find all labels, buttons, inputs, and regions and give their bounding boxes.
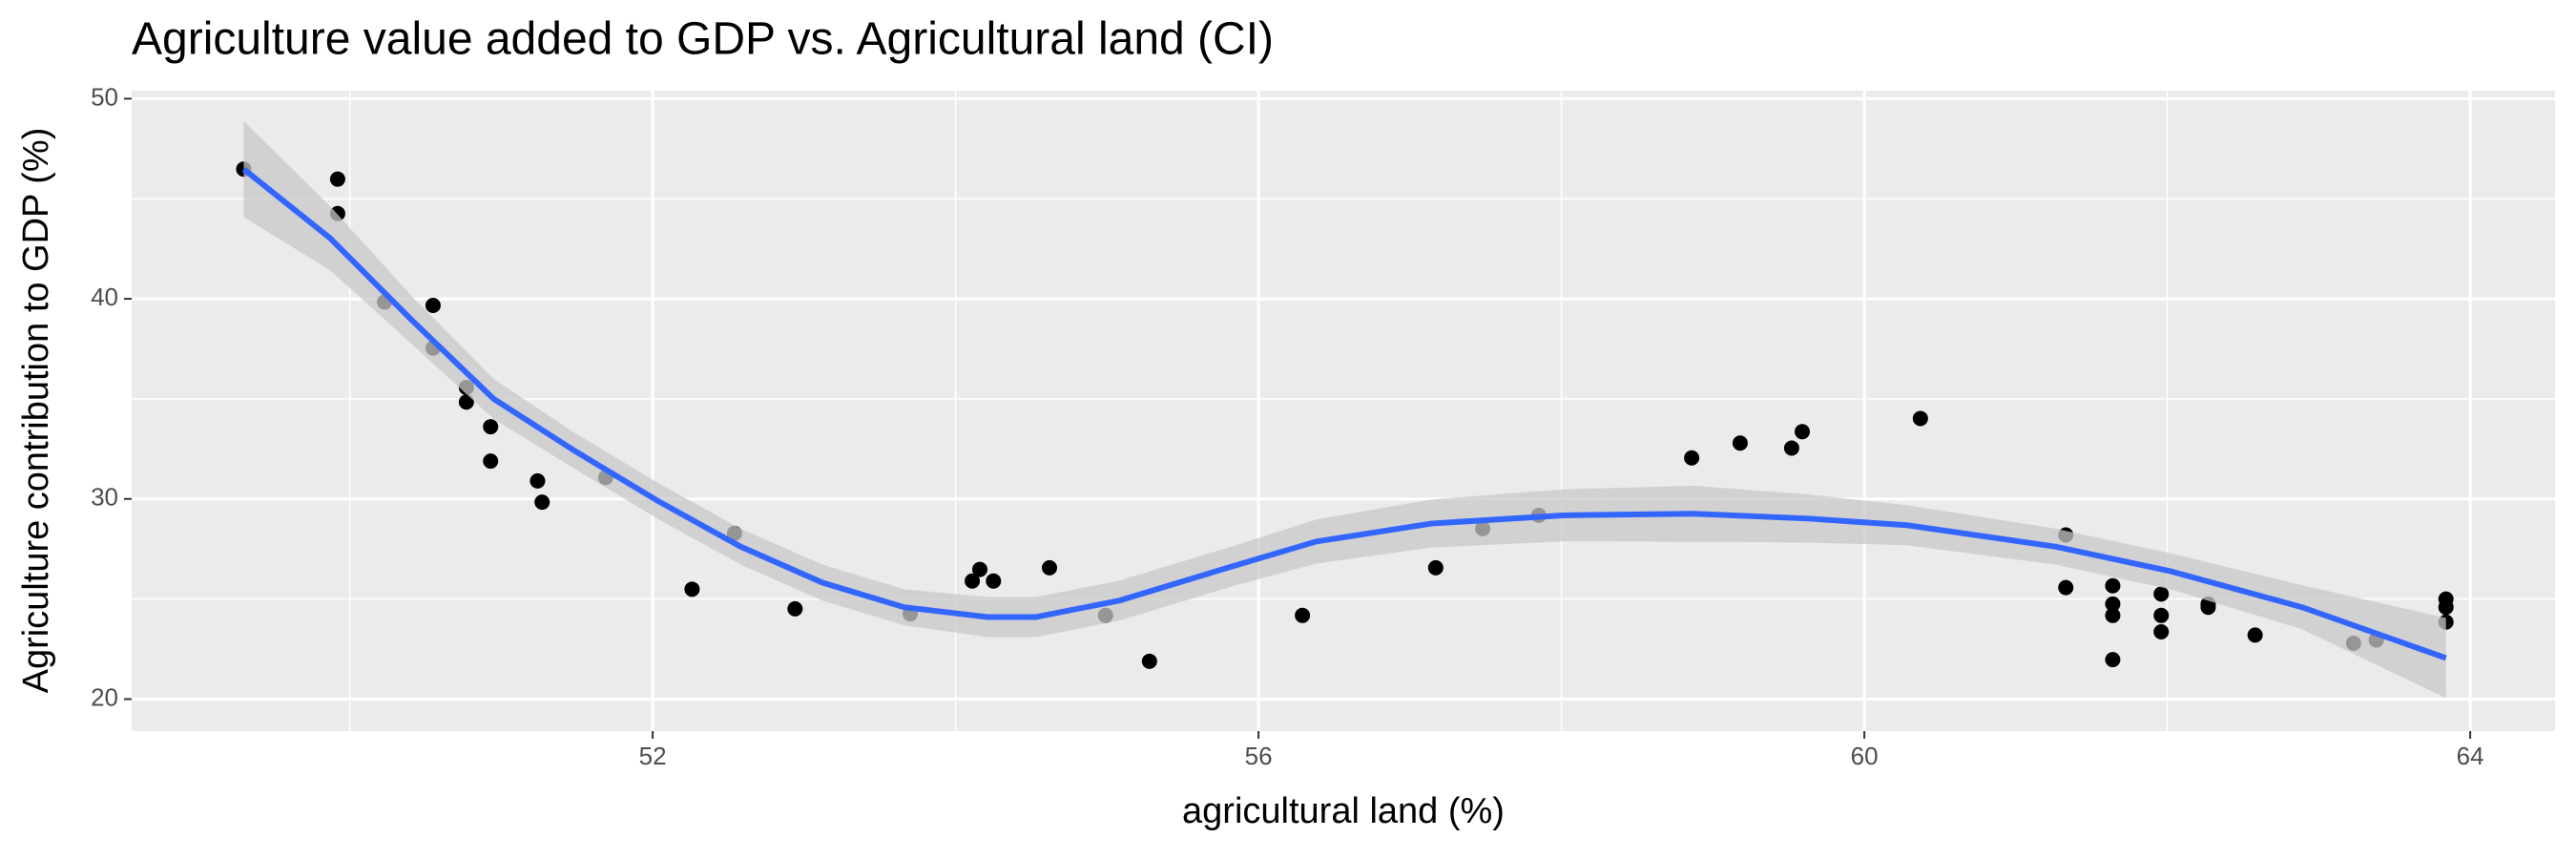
point	[1042, 559, 1058, 576]
point	[2105, 577, 2121, 594]
chart-title: Agriculture value added to GDP vs. Agric…	[132, 14, 1274, 65]
point	[787, 600, 803, 617]
point	[1732, 435, 1748, 451]
point	[1684, 450, 1700, 466]
point	[2153, 623, 2170, 639]
point	[530, 472, 546, 489]
point	[1141, 653, 1157, 669]
x-tick-label: 52	[639, 742, 667, 770]
x-tick-label: 60	[1851, 742, 1879, 770]
point	[1427, 559, 1444, 576]
point	[2105, 607, 2121, 623]
point	[2153, 586, 2170, 602]
point	[684, 581, 700, 597]
point	[2200, 599, 2216, 616]
point	[2247, 627, 2263, 643]
point	[1295, 607, 1311, 623]
point	[425, 297, 441, 313]
point	[2105, 652, 2121, 668]
point	[2058, 579, 2074, 596]
point	[972, 561, 987, 577]
point	[986, 573, 1002, 589]
point	[2153, 607, 2170, 623]
point	[458, 394, 474, 410]
point	[965, 573, 981, 589]
confidence-band	[243, 120, 2446, 699]
y-axis-label: Agriculture contribution to GDP (%)	[16, 128, 56, 694]
x-axis-label: agricultural land (%)	[1182, 791, 1505, 831]
point	[2105, 596, 2121, 612]
x-tick-label: 56	[1245, 742, 1273, 770]
point	[329, 171, 345, 187]
point	[1783, 440, 1799, 456]
point	[2438, 599, 2454, 616]
point	[534, 494, 551, 511]
smooth-line	[241, 166, 2447, 661]
y-tick-label: 30	[91, 483, 118, 512]
y-tick-label: 50	[91, 82, 118, 111]
point	[483, 453, 499, 470]
point	[483, 419, 499, 435]
y-tick-label: 40	[91, 283, 118, 311]
point	[1795, 424, 1811, 440]
y-tick-label: 20	[91, 682, 118, 711]
point	[1912, 410, 1928, 427]
x-tick-label: 64	[2457, 742, 2484, 770]
